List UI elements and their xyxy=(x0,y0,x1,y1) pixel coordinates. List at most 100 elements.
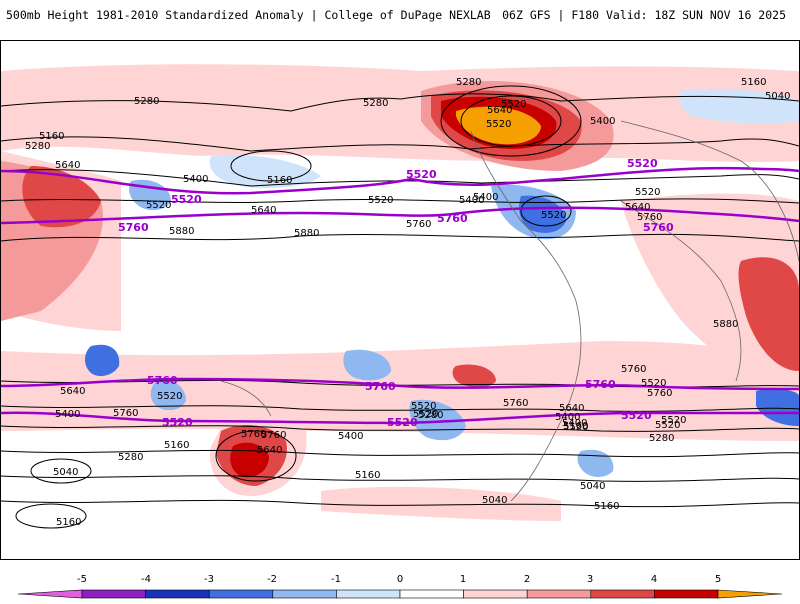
highlight-label: 5520 xyxy=(621,409,652,422)
colorbar-segment xyxy=(654,589,719,599)
colorbar: -5 -4 -3 -2 -1 0 1 2 3 4 5 xyxy=(0,568,800,600)
coastlines xyxy=(220,120,799,502)
world-map: 5280 5280 5040 5160 5280 5160 5520 5640 … xyxy=(1,64,799,529)
contour-label: 5040 xyxy=(482,495,507,506)
contour-label: 5520 xyxy=(157,391,182,402)
contour-label: 5040 xyxy=(53,467,78,478)
colorbar-segment xyxy=(336,589,401,599)
model-valid-time: 06Z GFS | F180 Valid: 18Z SUN NOV 16 202… xyxy=(502,8,786,22)
contour-label: 5520 xyxy=(501,99,526,110)
highlight-label: 5760 xyxy=(118,221,149,234)
contour-label: 5520 xyxy=(641,378,666,389)
map-title: 500mb Height 1981-2010 Standardized Anom… xyxy=(6,8,491,22)
colorbar-arrow-low xyxy=(17,589,83,599)
contour-label: 5160 xyxy=(164,440,189,451)
contour-label: 5640 xyxy=(257,445,282,456)
colorbar-tick-label: 0 xyxy=(397,574,403,585)
contour-label: 5760 xyxy=(261,430,286,441)
colorbar-tick-label: -5 xyxy=(77,574,87,585)
highlight-label: 5760 xyxy=(585,378,616,391)
colorbar-segment xyxy=(590,589,655,599)
contour-label: 5640 xyxy=(559,403,584,414)
colorbar-segment xyxy=(463,589,528,599)
contour-label: 5760 xyxy=(503,398,528,409)
colorbar-svg: -5 -4 -3 -2 -1 0 1 2 3 4 5 xyxy=(17,574,783,599)
highlight-contour-labels: 5520 5760 5520 5760 5520 5760 5520 5760 … xyxy=(118,157,674,429)
colorbar-tick-label: -4 xyxy=(141,574,151,585)
height-contours xyxy=(1,85,799,529)
contour-label: 5520 xyxy=(563,422,588,433)
colorbar-ticks: -5 -4 -3 -2 -1 0 1 2 3 4 5 xyxy=(77,574,721,585)
contour-label: 5880 xyxy=(169,226,194,237)
contour-label: 5280 xyxy=(363,98,388,109)
contour-label: 5400 xyxy=(55,409,80,420)
contour-label: 5280 xyxy=(118,452,143,463)
colorbar-tick-label: -1 xyxy=(331,574,341,585)
contour-label: 5640 xyxy=(251,205,276,216)
contour-label: 5280 xyxy=(456,77,481,88)
contour-label: 5520 xyxy=(411,401,436,412)
contour-label: 5280 xyxy=(649,433,674,444)
contour-label: 5040 xyxy=(765,91,790,102)
contour-label: 5520 xyxy=(368,195,393,206)
map-panel: 5280 5280 5040 5160 5280 5160 5520 5640 … xyxy=(0,40,800,560)
contour-label: 5520 xyxy=(486,119,511,130)
colorbar-tick-label: -2 xyxy=(267,574,277,585)
contour-label: 5880 xyxy=(294,228,319,239)
colorbar-tick-label: -3 xyxy=(204,574,214,585)
colorbar-tick-label: 4 xyxy=(651,574,657,585)
contour-label: 5520 xyxy=(635,187,660,198)
colorbar-tick-label: 2 xyxy=(524,574,530,585)
map-header: 500mb Height 1981-2010 Standardized Anom… xyxy=(0,0,800,28)
colorbar-segment xyxy=(399,589,464,599)
colorbar-segment xyxy=(272,589,337,599)
contour-label: 5160 xyxy=(267,175,292,186)
colorbar-segment xyxy=(208,589,274,599)
contour-label: 5400 xyxy=(338,431,363,442)
contour-label: 5520 xyxy=(661,415,686,426)
contour-label: 5760 xyxy=(637,212,662,223)
colorbar-tick-label: 3 xyxy=(587,574,593,585)
contour-label: 5520 xyxy=(413,409,438,420)
highlight-label: 5760 xyxy=(147,374,178,387)
contour-label: 5400 xyxy=(590,116,615,127)
contour-label: 5160 xyxy=(741,77,766,88)
contour-label: 5400 xyxy=(473,192,498,203)
contour-label: 5640 xyxy=(60,386,85,397)
highlight-label: 5760 xyxy=(437,212,468,225)
highlight-label: 5520 xyxy=(171,193,202,206)
contour-label: 5640 xyxy=(55,160,80,171)
contour-label: 5520 xyxy=(541,210,566,221)
contour-label: 5280 xyxy=(418,410,443,421)
contour-label: 5520 xyxy=(655,420,680,431)
highlight-label: 5520 xyxy=(387,416,418,429)
contour-label: 5760 xyxy=(406,219,431,230)
contour-label: 5160 xyxy=(355,470,380,481)
contour-label: 5160 xyxy=(563,421,588,432)
contour-label: 5400 xyxy=(459,195,484,206)
highlight-contours xyxy=(1,166,799,425)
contour-label: 5280 xyxy=(25,141,50,152)
highlight-label: 5760 xyxy=(365,380,396,393)
contour-label: 5520 xyxy=(146,200,171,211)
contour-label: 5760 xyxy=(621,364,646,375)
colorbar-segments xyxy=(17,589,783,599)
contour-value-labels: 5280 5280 5040 5160 5280 5160 5520 5640 … xyxy=(25,77,790,528)
colorbar-tick-label: 1 xyxy=(460,574,466,585)
highlight-label: 5520 xyxy=(627,157,658,170)
contour-label: 5040 xyxy=(580,481,605,492)
colorbar-tick-label: 5 xyxy=(715,574,721,585)
contour-label: 5640 xyxy=(487,105,512,116)
highlight-label: 5520 xyxy=(162,416,193,429)
colorbar-segment xyxy=(81,589,146,599)
contour-label: 5160 xyxy=(39,131,64,142)
contour-label: 5760 xyxy=(647,388,672,399)
contour-label: 5400 xyxy=(555,412,580,423)
contour-label: 5400 xyxy=(562,418,587,429)
highlight-label: 5520 xyxy=(406,168,437,181)
contour-label: 5640 xyxy=(625,202,650,213)
contour-label: 5160 xyxy=(594,501,619,512)
contour-label: 5160 xyxy=(56,517,81,528)
contour-label: 5880 xyxy=(713,319,738,330)
contour-label: 5760 xyxy=(113,408,138,419)
